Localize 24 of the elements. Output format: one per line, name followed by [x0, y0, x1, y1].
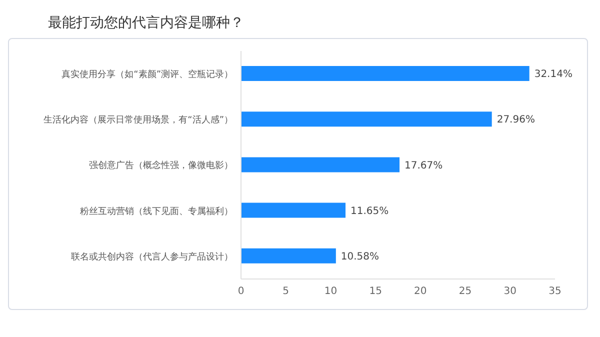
y-tick-label: 生活化内容（展示日常使用场景，有“活人感”） [44, 114, 233, 126]
x-tick-label: 10 [324, 286, 338, 298]
bar [241, 248, 336, 264]
data-label: 17.67% [404, 160, 443, 172]
y-tick-label: 联名或共创内容（代言人参与产品设计） [71, 251, 233, 262]
data-label: 27.96% [496, 114, 535, 126]
x-tick-label: 35 [548, 286, 562, 298]
data-label: 10.58% [340, 251, 380, 262]
data-label: 32.14% [534, 69, 572, 80]
x-tick-label: 30 [504, 286, 517, 298]
bar [241, 112, 492, 127]
y-tick-label: 真实使用分享（如“素颜”测评、空瓶记录） [62, 68, 233, 80]
x-tick-label: 15 [369, 286, 382, 298]
data-label: 11.65% [350, 206, 389, 217]
bar [241, 66, 530, 81]
x-tick-label: 0 [238, 286, 244, 298]
bar [241, 202, 346, 218]
x-tick-label: 20 [414, 286, 427, 298]
y-tick-label: 强创意广告（概念性强，像微电影） [89, 160, 233, 172]
bar [241, 157, 400, 172]
y-tick-label: 粉丝互动营销（线下见面、专属福利） [80, 206, 233, 217]
x-tick-label: 25 [458, 286, 472, 298]
x-tick-label: 5 [282, 286, 290, 298]
chart-title: 最能打动您的代言内容是哪种？ [47, 14, 245, 33]
